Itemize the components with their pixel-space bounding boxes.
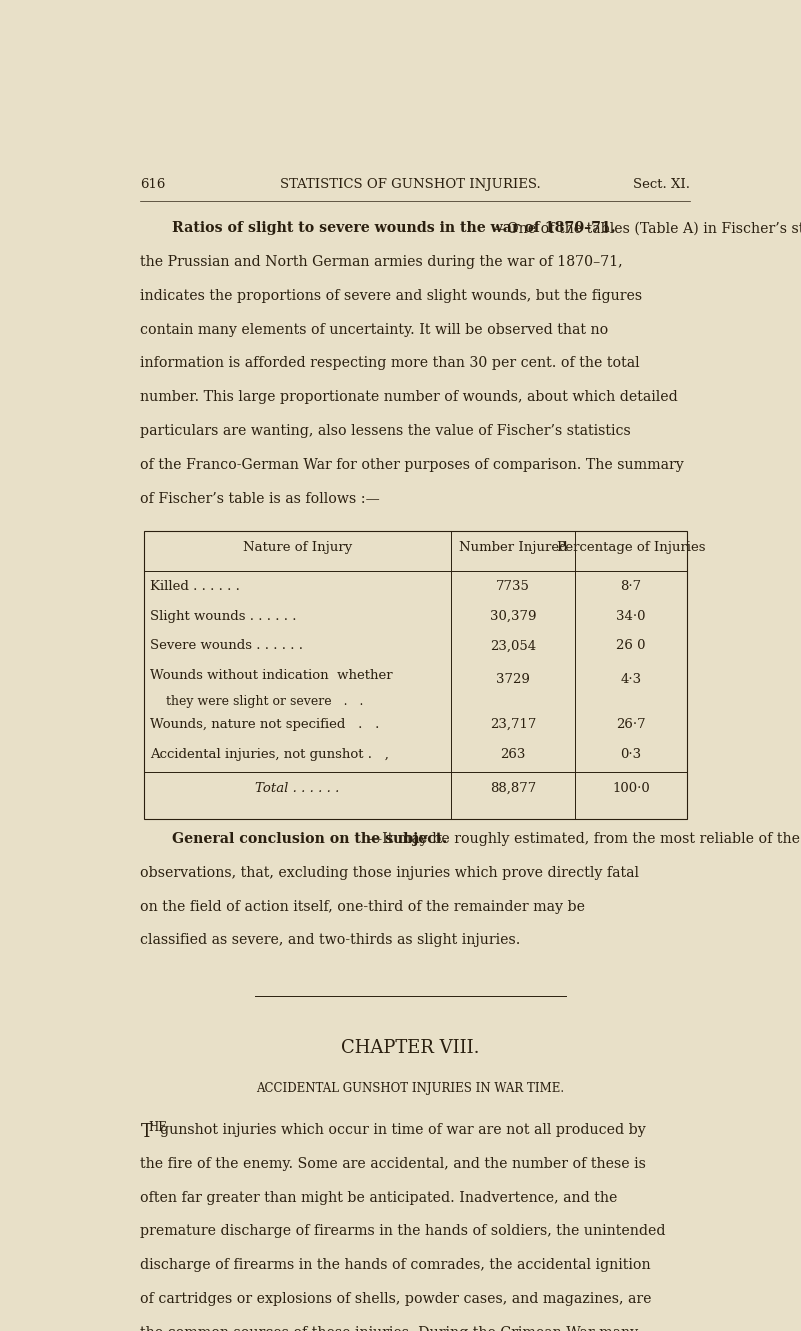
Text: Wounds, nature not specified   .   .: Wounds, nature not specified . . [150, 719, 379, 731]
Text: 0·3: 0·3 [620, 748, 642, 761]
Text: Killed . . . . . .: Killed . . . . . . [150, 580, 239, 592]
Text: classified as severe, and two-thirds as slight injuries.: classified as severe, and two-thirds as … [140, 933, 521, 948]
Text: Sect. XI.: Sect. XI. [633, 178, 690, 192]
Text: 23,054: 23,054 [490, 639, 536, 652]
Text: of Fischer’s table is as follows :—: of Fischer’s table is as follows :— [140, 491, 380, 506]
Text: they were slight or severe   .   .: they were slight or severe . . [150, 695, 363, 708]
Text: Number Injured: Number Injured [459, 540, 567, 554]
Text: CHAPTER VIII.: CHAPTER VIII. [341, 1040, 480, 1057]
Text: 3729: 3729 [496, 672, 530, 685]
Text: 34·0: 34·0 [616, 610, 646, 623]
Text: 30,379: 30,379 [489, 610, 536, 623]
Text: 88,877: 88,877 [490, 781, 536, 795]
Text: gunshot injuries which occur in time of war are not all produced by: gunshot injuries which occur in time of … [159, 1123, 646, 1137]
Text: number. This large proportionate number of wounds, about which detailed: number. This large proportionate number … [140, 390, 678, 405]
Text: Ratios of slight to severe wounds in the war of 1870–71.: Ratios of slight to severe wounds in the… [171, 221, 615, 236]
Text: particulars are wanting, also lessens the value of Fischer’s statistics: particulars are wanting, also lessens th… [140, 425, 631, 438]
Text: of the Franco-German War for other purposes of comparison. The summary: of the Franco-German War for other purpo… [140, 458, 684, 473]
Text: on the field of action itself, one-third of the remainder may be: on the field of action itself, one-third… [140, 900, 586, 913]
Text: of cartridges or explosions of shells, powder cases, and magazines, are: of cartridges or explosions of shells, p… [140, 1292, 652, 1306]
Text: —One of the tables (Table A) in Fischer’s statistics of the losses in: —One of the tables (Table A) in Fischer’… [493, 221, 801, 236]
Text: Accidental injuries, not gunshot .   ,: Accidental injuries, not gunshot . , [150, 748, 388, 761]
Text: Total . . . . . .: Total . . . . . . [255, 781, 340, 795]
Text: Slight wounds . . . . . .: Slight wounds . . . . . . [150, 610, 296, 623]
Bar [143, 531, 686, 819]
Text: discharge of firearms in the hands of comrades, the accidental ignition: discharge of firearms in the hands of co… [140, 1258, 651, 1272]
Text: 4·3: 4·3 [620, 672, 642, 685]
Text: the fire of the enemy. Some are accidental, and the number of these is: the fire of the enemy. Some are accident… [140, 1157, 646, 1171]
Text: information is afforded respecting more than 30 per cent. of the total: information is afforded respecting more … [140, 357, 640, 370]
Text: Nature of Injury: Nature of Injury [243, 540, 352, 554]
Text: 263: 263 [501, 748, 525, 761]
Text: 100·0: 100·0 [612, 781, 650, 795]
Text: indicates the proportions of severe and slight wounds, but the figures: indicates the proportions of severe and … [140, 289, 642, 303]
Text: contain many elements of uncertainty. It will be observed that no: contain many elements of uncertainty. It… [140, 322, 609, 337]
Text: 26 0: 26 0 [616, 639, 646, 652]
Text: Percentage of Injuries: Percentage of Injuries [557, 540, 705, 554]
Text: ACCIDENTAL GUNSHOT INJURIES IN WAR TIME.: ACCIDENTAL GUNSHOT INJURIES IN WAR TIME. [256, 1082, 565, 1095]
Text: 23,717: 23,717 [489, 719, 536, 731]
Text: 616: 616 [140, 178, 166, 192]
Text: often far greater than might be anticipated. Inadvertence, and the: often far greater than might be anticipa… [140, 1191, 618, 1205]
Text: HE: HE [148, 1121, 167, 1134]
Text: T: T [140, 1123, 152, 1141]
Text: the Prussian and North German armies during the war of 1870–71,: the Prussian and North German armies dur… [140, 256, 623, 269]
Text: 8·7: 8·7 [620, 580, 642, 592]
Text: observations, that, excluding those injuries which prove directly fatal: observations, that, excluding those inju… [140, 865, 639, 880]
Text: Wounds without indication  whether: Wounds without indication whether [150, 669, 392, 681]
Text: 26·7: 26·7 [616, 719, 646, 731]
Text: 7735: 7735 [496, 580, 530, 592]
Text: the common sources of these injuries. During the Crimean War many: the common sources of these injuries. Du… [140, 1326, 638, 1331]
Text: Severe wounds . . . . . .: Severe wounds . . . . . . [150, 639, 303, 652]
Text: premature discharge of firearms in the hands of soldiers, the unintended: premature discharge of firearms in the h… [140, 1225, 666, 1238]
Text: General conclusion on the subject.: General conclusion on the subject. [171, 832, 447, 847]
Text: —It may be roughly estimated, from the most reliable of the foregoing: —It may be roughly estimated, from the m… [368, 832, 801, 847]
Text: STATISTICS OF GUNSHOT INJURIES.: STATISTICS OF GUNSHOT INJURIES. [280, 178, 541, 192]
